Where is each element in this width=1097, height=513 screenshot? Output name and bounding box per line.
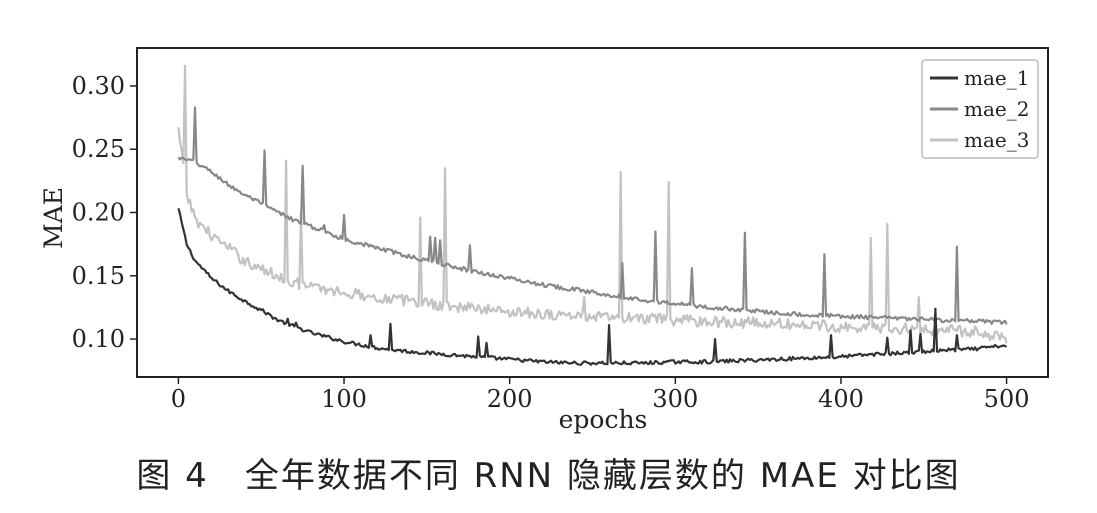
y-tick-label: 0.10 xyxy=(72,325,125,353)
legend-label-mae-3: mae_3 xyxy=(964,128,1029,152)
legend: mae_1 mae_2 mae_3 xyxy=(921,59,1039,159)
y-tick-label: 0.30 xyxy=(72,72,125,100)
figure-caption: 图 4 全年数据不同 RNN 隐藏层数的 MAE 对比图 xyxy=(136,456,961,496)
x-tick-label: 200 xyxy=(487,385,533,413)
x-tick-label: 300 xyxy=(652,385,698,413)
legend-box xyxy=(921,59,1039,159)
mae-line-chart: 0 100 200 300 400 500 0.10 0.15 0.20 0.25 0.30 ep… xyxy=(39,47,1049,434)
x-axis: 0 100 200 300 400 500 xyxy=(171,377,1030,413)
y-tick-label: 0.15 xyxy=(72,262,125,290)
series-line-mae-1 xyxy=(177,207,1008,366)
x-tick-label: 0 xyxy=(171,385,186,413)
y-axis-label: MAE xyxy=(39,187,68,249)
series-layer xyxy=(177,64,1008,366)
legend-label-mae-1: mae_1 xyxy=(964,66,1029,90)
series-line-mae-2 xyxy=(177,106,1008,325)
y-tick-label: 0.25 xyxy=(72,135,125,163)
x-axis-label: epochs xyxy=(559,405,648,434)
y-tick-label: 0.20 xyxy=(72,199,125,227)
legend-label-mae-2: mae_2 xyxy=(964,97,1029,121)
y-axis: 0.10 0.15 0.20 0.25 0.30 xyxy=(72,72,137,353)
x-tick-label: 500 xyxy=(984,385,1030,413)
x-tick-label: 400 xyxy=(818,385,864,413)
series-line-mae-3 xyxy=(177,64,1008,344)
x-tick-label: 100 xyxy=(321,385,367,413)
